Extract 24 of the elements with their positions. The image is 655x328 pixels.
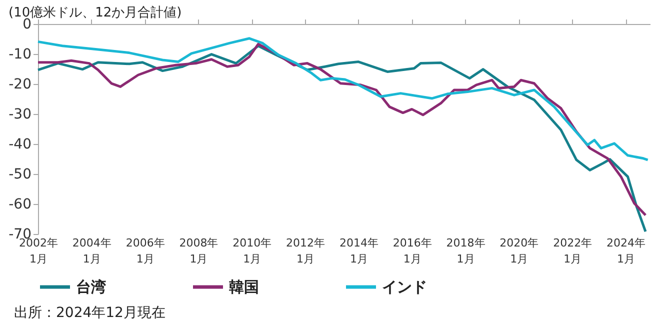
x-tick-label: 2016年 1月 xyxy=(392,236,432,266)
legend-label: インド xyxy=(382,278,427,296)
legend-label: 韓国 xyxy=(229,278,259,296)
y-tick-label: 0 xyxy=(22,16,32,32)
x-tick-label: 2008年 1月 xyxy=(179,236,218,266)
x-tick-label: 2002年 1月 xyxy=(19,236,58,266)
y-tick-label: -20 xyxy=(8,76,32,92)
x-tick-label: 2020年 1月 xyxy=(500,236,539,266)
y-tick-label: -60 xyxy=(8,196,32,212)
x-tick-label: 2006年 1月 xyxy=(126,236,165,266)
x-tick-label: 2018年 1月 xyxy=(446,236,486,266)
legend-label: 台湾 xyxy=(76,278,106,296)
y-tick-label: -30 xyxy=(8,106,32,122)
x-tick-label: 2014年 1月 xyxy=(339,236,378,266)
y-tick-label: -40 xyxy=(8,136,32,152)
x-tick-label: 2004年 1月 xyxy=(72,236,112,266)
x-tick-label: 2012年 1月 xyxy=(286,236,326,266)
x-tick-label: 2022年 1月 xyxy=(553,236,592,266)
y-tick-label: -50 xyxy=(8,166,32,182)
text: 出所：2024年12月現在 xyxy=(14,304,166,322)
y-tick-label: -10 xyxy=(8,46,32,62)
line-series xyxy=(36,37,650,162)
x-tick-label: 2010年 1月 xyxy=(232,236,272,266)
x-tick-label: 2024年 1月 xyxy=(606,236,646,266)
